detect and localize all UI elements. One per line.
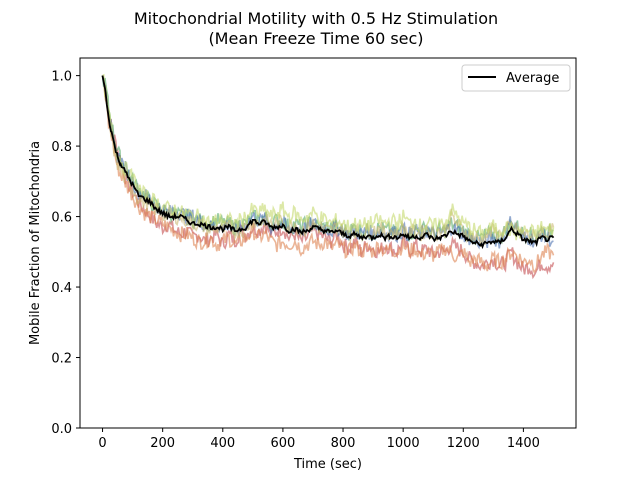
x-tick-label: 400: [210, 436, 235, 451]
series-layer: [101, 73, 555, 280]
series-line-3: [101, 75, 554, 246]
x-tick-label: 600: [270, 436, 295, 451]
series-line-2: [101, 75, 555, 274]
x-tick-label: 0: [98, 436, 106, 451]
legend: Average: [461, 64, 571, 92]
x-axis-ticks: 0 200 400 600 800 1000 1200 1400: [98, 428, 540, 451]
y-tick-label: 1.0: [51, 70, 72, 85]
legend-label-average: Average: [506, 71, 559, 86]
x-tick-label: 1000: [387, 436, 420, 451]
y-tick-label: 0.2: [51, 352, 72, 367]
chart-title: Mitochondrial Motility with 0.5 Hz Stimu…: [134, 9, 498, 28]
x-axis-label: Time (sec): [293, 457, 362, 472]
y-axis-label: Mobile Fraction of Mitochondria: [28, 141, 43, 345]
series-line-6: [102, 73, 555, 241]
y-tick-label: 0.6: [51, 211, 72, 226]
x-tick-label: 1200: [447, 436, 480, 451]
chart-subtitle: (Mean Freeze Time 60 sec): [208, 29, 423, 48]
plot-area: [101, 73, 555, 280]
x-tick-label: 800: [331, 436, 356, 451]
average-layer: [101, 75, 555, 250]
average-line: [101, 75, 555, 250]
y-tick-label: 0.4: [51, 281, 72, 296]
x-tick-label: 200: [150, 436, 175, 451]
x-tick-label: 1400: [507, 436, 540, 451]
axes-frame: [79, 57, 577, 429]
y-axis-ticks: 0.0 0.2 0.4 0.6 0.8 1.0: [51, 70, 80, 437]
y-tick-label: 0.0: [51, 422, 72, 437]
y-tick-label: 0.8: [51, 140, 72, 155]
legend-box: [461, 64, 571, 92]
